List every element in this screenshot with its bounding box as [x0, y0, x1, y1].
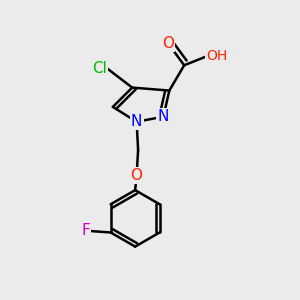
- Text: N: N: [131, 114, 142, 129]
- Text: O: O: [162, 35, 174, 50]
- Text: F: F: [81, 224, 90, 238]
- Text: OH: OH: [206, 50, 228, 63]
- Text: Cl: Cl: [92, 61, 107, 76]
- Text: O: O: [130, 168, 142, 183]
- Text: N: N: [158, 109, 169, 124]
